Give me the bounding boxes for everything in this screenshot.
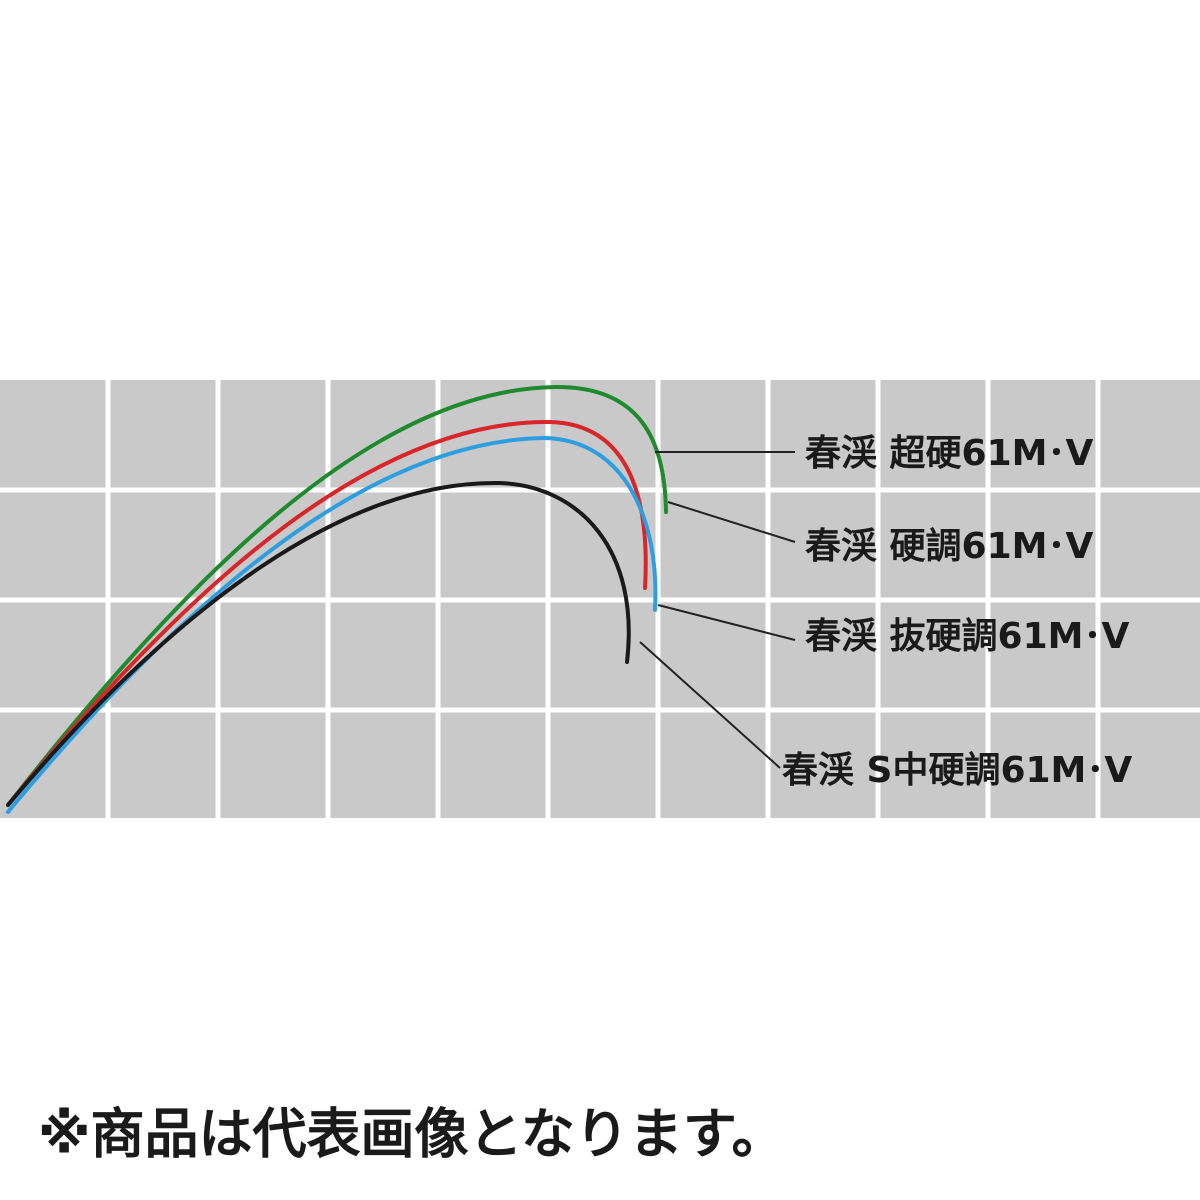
note: ※商品は代表画像となります。 [38, 1103, 785, 1166]
curve-red [6, 419, 648, 807]
leader [657, 604, 796, 641]
curve-black [6, 480, 631, 807]
label: 春渓 抜硬調61M･V [805, 616, 1129, 657]
label: 春渓 超硬61M･V [805, 433, 1093, 474]
label: 春渓 硬調61M･V [805, 526, 1093, 567]
leader [639, 641, 781, 769]
label: 春渓 S中硬調61M･V [782, 750, 1132, 791]
leader [667, 501, 796, 543]
grid [0, 380, 1200, 818]
curve-green [6, 384, 668, 807]
